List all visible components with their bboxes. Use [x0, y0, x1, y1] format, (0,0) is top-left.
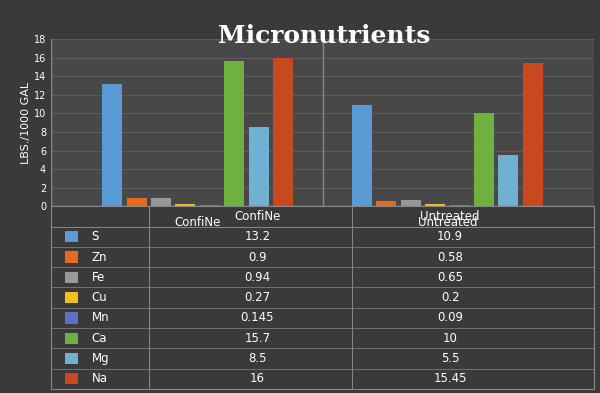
- Text: 0.27: 0.27: [244, 291, 271, 304]
- Bar: [499, 155, 518, 206]
- Text: 0.9: 0.9: [248, 250, 266, 264]
- Bar: [65, 333, 78, 344]
- Bar: [151, 198, 171, 206]
- Text: Ca: Ca: [92, 332, 107, 345]
- Text: 0.58: 0.58: [437, 250, 463, 264]
- Text: Zn: Zn: [92, 250, 107, 264]
- Text: 15.45: 15.45: [433, 373, 467, 386]
- Bar: [352, 105, 372, 206]
- Text: Untreated: Untreated: [421, 210, 480, 223]
- Bar: [425, 204, 445, 206]
- Text: ConfiNe: ConfiNe: [175, 216, 221, 229]
- Text: 16: 16: [250, 373, 265, 386]
- Text: 10: 10: [443, 332, 458, 345]
- Bar: [65, 353, 78, 364]
- Text: Cu: Cu: [92, 291, 107, 304]
- Bar: [224, 61, 244, 206]
- Text: ConfiNe: ConfiNe: [234, 210, 281, 223]
- Text: 0.09: 0.09: [437, 312, 463, 325]
- Text: 10.9: 10.9: [437, 230, 463, 243]
- Bar: [127, 198, 146, 206]
- Bar: [102, 84, 122, 206]
- Bar: [65, 312, 78, 323]
- Bar: [474, 114, 494, 206]
- Text: 15.7: 15.7: [244, 332, 271, 345]
- Bar: [65, 292, 78, 303]
- Text: 0.65: 0.65: [437, 271, 463, 284]
- Text: 5.5: 5.5: [441, 352, 460, 365]
- Text: Na: Na: [92, 373, 108, 386]
- Bar: [200, 205, 220, 206]
- Text: 8.5: 8.5: [248, 352, 266, 365]
- Text: 0.145: 0.145: [241, 312, 274, 325]
- Text: Mn: Mn: [92, 312, 109, 325]
- Bar: [273, 58, 293, 206]
- Bar: [65, 373, 78, 384]
- Text: 0.2: 0.2: [441, 291, 460, 304]
- Bar: [401, 200, 421, 206]
- Bar: [523, 63, 543, 206]
- Text: 13.2: 13.2: [244, 230, 271, 243]
- Bar: [65, 231, 78, 242]
- Text: Untreated: Untreated: [418, 216, 477, 229]
- Text: 0.94: 0.94: [244, 271, 271, 284]
- Text: Micronutrients: Micronutrients: [218, 24, 430, 48]
- Bar: [65, 252, 78, 263]
- Text: S: S: [92, 230, 99, 243]
- Bar: [65, 272, 78, 283]
- Bar: [376, 201, 397, 206]
- Text: Mg: Mg: [92, 352, 109, 365]
- Bar: [248, 127, 269, 206]
- Text: Fe: Fe: [92, 271, 105, 284]
- Y-axis label: LBS./1000 GAL: LBS./1000 GAL: [21, 82, 31, 164]
- Bar: [175, 204, 196, 206]
